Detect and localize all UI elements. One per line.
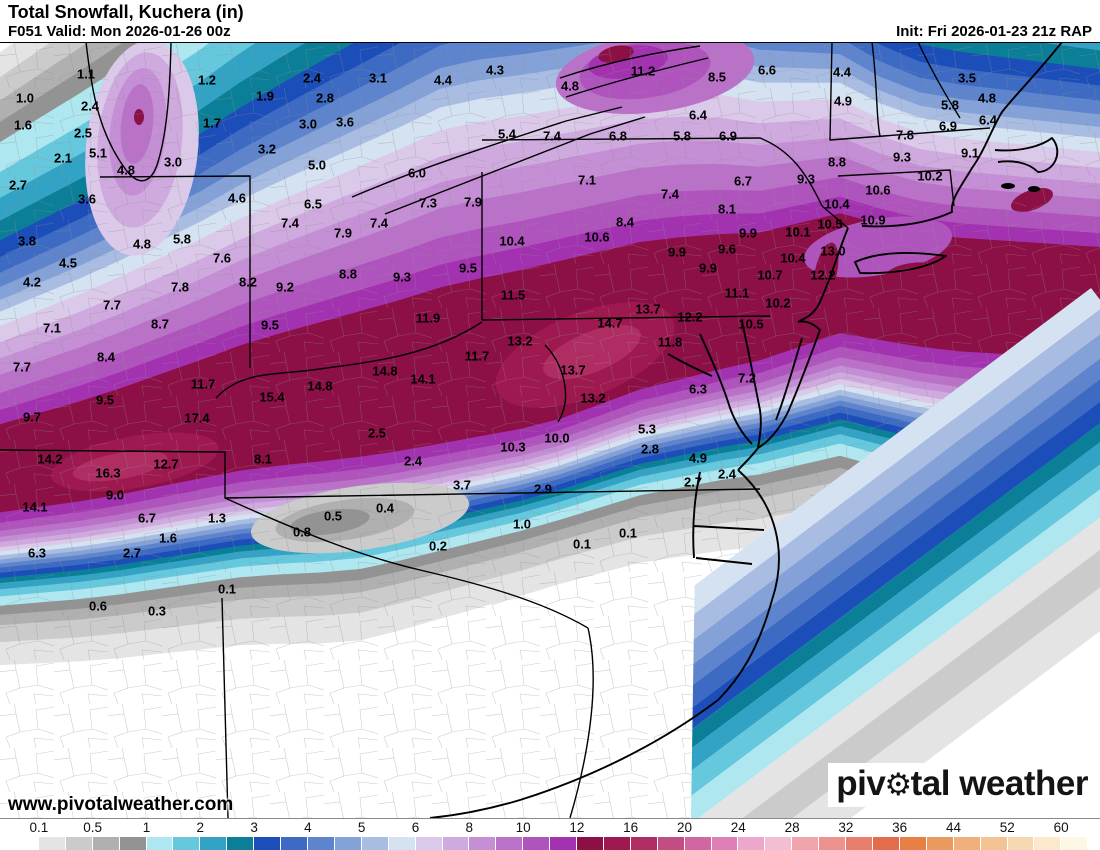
colorbar-tick: 8 bbox=[465, 820, 474, 835]
colorbar-cell bbox=[926, 837, 953, 850]
colorbar-cell bbox=[1034, 837, 1061, 850]
gear-icon: ⚙ bbox=[884, 767, 912, 803]
pivotal-weather-logo: piv ⚙ tal weather bbox=[828, 763, 1096, 807]
map-top-border bbox=[0, 42, 1100, 43]
colorbar-cell bbox=[254, 837, 281, 850]
page-title: Total Snowfall, Kuchera (in) bbox=[8, 2, 244, 22]
logo-text-post: tal weather bbox=[910, 764, 1089, 803]
colorbar-tick: 28 bbox=[784, 820, 800, 835]
colorbar-tick: 6 bbox=[411, 820, 420, 835]
colorbar-cell bbox=[630, 837, 657, 850]
colorbar-cell bbox=[469, 837, 496, 850]
colorbar-tick: 32 bbox=[838, 820, 854, 835]
colorbar-tick: 36 bbox=[892, 820, 908, 835]
colorbar-cell bbox=[227, 837, 254, 850]
colorbar-tick: 12 bbox=[569, 820, 585, 835]
colorbar-cell bbox=[415, 837, 442, 850]
colorbar-cell bbox=[873, 837, 899, 850]
colorbar-tick: 4 bbox=[304, 820, 312, 835]
colorbar-cell bbox=[980, 837, 1007, 850]
colorbar-cell bbox=[603, 837, 630, 850]
colorbar-cell bbox=[711, 837, 738, 850]
init-time-label: Init: Fri 2026-01-23 21z RAP bbox=[896, 23, 1092, 40]
colorbar-tick: 20 bbox=[676, 820, 693, 835]
colorbar-tick: 16 bbox=[623, 820, 639, 835]
colorbar-tick: 24 bbox=[730, 820, 746, 835]
colorbar-tick: 0.5 bbox=[83, 820, 103, 835]
colorbar-cell bbox=[819, 837, 846, 850]
colorbar-cell bbox=[361, 837, 388, 850]
colorbar-cell bbox=[38, 837, 65, 850]
snowfall-map-canvas bbox=[0, 42, 1100, 818]
colorbar-tick: 52 bbox=[999, 820, 1015, 835]
colorbar-cell bbox=[523, 837, 550, 850]
colorbar-tick: 0.1 bbox=[29, 820, 49, 835]
colorbar-cell bbox=[146, 837, 173, 850]
colorbar-tick: 44 bbox=[945, 820, 962, 835]
colorbar-cell bbox=[12, 837, 38, 850]
colorbar-cell bbox=[577, 837, 603, 850]
colorbar-tick: 5 bbox=[357, 820, 366, 835]
colorbar-cell bbox=[92, 837, 119, 850]
colorbar-cell bbox=[173, 837, 200, 850]
header: Total Snowfall, Kuchera (in) F051 Valid:… bbox=[0, 0, 1100, 42]
colorbar-cell bbox=[334, 837, 361, 850]
colorbar-cell bbox=[792, 837, 819, 850]
colorbar-tick: 1 bbox=[142, 820, 151, 835]
colorbar-cell bbox=[738, 837, 765, 850]
colorbar-cell bbox=[953, 837, 980, 850]
colorbar-cell bbox=[1061, 837, 1088, 850]
colorbar-cell bbox=[899, 837, 926, 850]
colorbar-cell bbox=[442, 837, 469, 850]
colorbar-cell bbox=[1007, 837, 1034, 850]
colorbar-tick-labels: 0.1 0.5 1 2 3 4 5 6 8 10 12 16 20 24 28 32 36 44 52 60 bbox=[0, 821, 1100, 836]
colorbar: 0.1 0.5 1 2 3 4 5 6 8 10 12 16 20 24 28 32 36 44 52 60 bbox=[0, 818, 1100, 850]
colorbar-tick: 3 bbox=[250, 820, 258, 835]
watermark-url: www.pivotalweather.com bbox=[8, 794, 234, 815]
colorbar-cell bbox=[550, 837, 577, 850]
colorbar-tick: 60 bbox=[1053, 820, 1069, 835]
logo-text-pre: piv bbox=[836, 764, 886, 803]
valid-time-label: F051 Valid: Mon 2026-01-26 00z bbox=[8, 23, 231, 40]
colorbar-cell bbox=[765, 837, 792, 850]
colorbar-cell bbox=[200, 837, 227, 850]
colorbar-cell bbox=[119, 837, 146, 850]
colorbar-cell bbox=[65, 837, 92, 850]
colorbar-cell bbox=[846, 837, 872, 850]
colorbar-cell bbox=[307, 837, 334, 850]
colorbar-cell bbox=[496, 837, 523, 850]
colorbar-cell bbox=[684, 837, 711, 850]
colorbar-tick: 10 bbox=[515, 820, 531, 835]
colorbar-cell bbox=[281, 837, 307, 850]
colorbar-scale bbox=[12, 837, 1088, 850]
colorbar-cell bbox=[657, 837, 684, 850]
colorbar-tick: 2 bbox=[196, 820, 205, 835]
colorbar-cell bbox=[388, 837, 415, 850]
